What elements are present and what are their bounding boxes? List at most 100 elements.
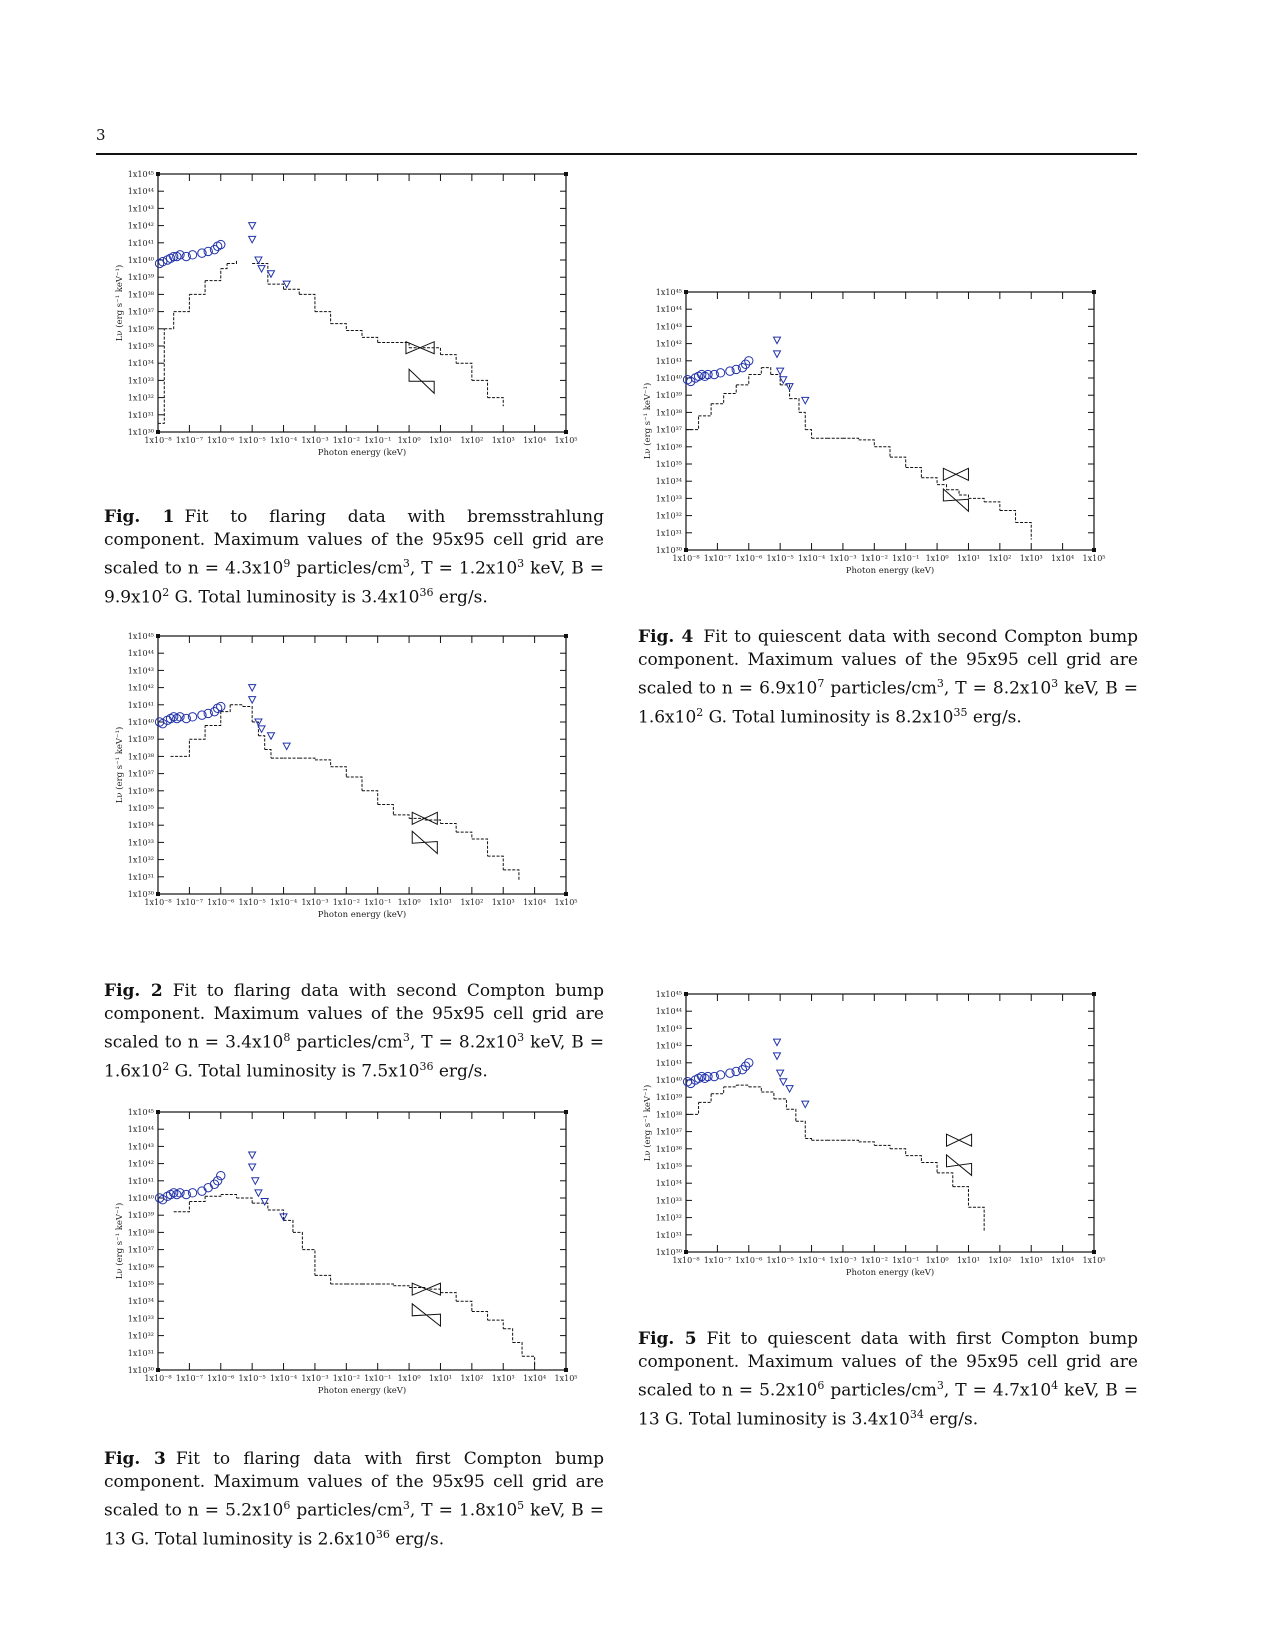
y-tick-label: 1x10³⁷ bbox=[128, 308, 154, 317]
data-point-circle bbox=[158, 1195, 168, 1205]
model-segment bbox=[205, 1194, 222, 1197]
x-tick-label: 1x10⁻² bbox=[333, 1374, 360, 1383]
data-point-triangle bbox=[772, 1038, 782, 1047]
x-axis-label: Photon energy (keV) bbox=[318, 1385, 407, 1396]
model-segment bbox=[937, 1172, 954, 1187]
y-tick-label: 1x10³⁰ bbox=[656, 546, 682, 555]
x-tick-label: 1x10⁻⁴ bbox=[270, 898, 297, 907]
y-tick-label: 1x10³² bbox=[656, 512, 682, 521]
data-point-circle bbox=[197, 248, 207, 258]
page-number: 3 bbox=[96, 126, 106, 144]
model-segment bbox=[220, 704, 231, 713]
model-segment bbox=[761, 1091, 775, 1099]
data-point-triangle bbox=[260, 1197, 270, 1206]
figure-1-plot: 1x10⁻⁸ 1x10⁻⁷ 1x10⁻⁶ 1x10⁻⁵ 1x10⁻⁴ 1x10⁻³ 1x10… bbox=[114, 170, 578, 458]
y-tick-label: 1x10³² bbox=[656, 1214, 682, 1223]
y-tick-label: 1x10⁴⁰ bbox=[128, 256, 154, 265]
data-point-circle bbox=[709, 369, 719, 380]
x-tick-label: 1x10² bbox=[460, 898, 483, 907]
model-segment bbox=[252, 1202, 269, 1211]
figure-4-caption: Fig. 4 Fit to quiescent data with second … bbox=[638, 627, 1138, 728]
model-segment bbox=[456, 1300, 473, 1312]
x-tick-label: 1x10⁴ bbox=[523, 898, 546, 907]
model-segment bbox=[170, 739, 190, 757]
model-segment bbox=[299, 293, 316, 312]
x-tick-label: 1x10⁻¹ bbox=[364, 898, 391, 907]
data-point-triangle bbox=[778, 376, 788, 385]
data-point-triangle bbox=[250, 1177, 260, 1186]
model-segment bbox=[761, 367, 772, 375]
data-point-circle bbox=[197, 1186, 207, 1196]
y-tick-label: 1x10⁴⁵ bbox=[128, 632, 154, 641]
model-segment bbox=[946, 489, 960, 495]
model-segment bbox=[999, 509, 1017, 523]
data-point-circle bbox=[187, 712, 198, 722]
data-point-circle bbox=[731, 1066, 741, 1077]
model-segment bbox=[440, 1292, 457, 1302]
figure-4-plot: 1x10⁻⁸ 1x10⁻⁷ 1x10⁻⁶ 1x10⁻⁵ 1x10⁻⁴ 1x10⁻³ 1x10… bbox=[642, 288, 1106, 576]
x-tick-label: 1x10⁻⁸ bbox=[144, 898, 171, 907]
y-tick-label: 1x10³⁰ bbox=[128, 890, 154, 899]
plot-frame bbox=[685, 993, 1095, 1253]
figure-label: Fig. 1 bbox=[104, 507, 175, 527]
y-tick-label: 1x10³⁹ bbox=[128, 735, 155, 744]
x-tick-label: 1x10³ bbox=[1020, 1256, 1043, 1265]
y-tick-label: 1x10⁴² bbox=[128, 222, 154, 231]
y-tick-label: 1x10³³ bbox=[656, 494, 682, 503]
data-point-triangle bbox=[247, 696, 257, 705]
y-tick-label: 1x10³¹ bbox=[656, 529, 682, 538]
model-curve bbox=[173, 1194, 536, 1365]
y-tick-label: 1x10³⁴ bbox=[656, 477, 682, 486]
x-tick-label: 1x10³ bbox=[1020, 554, 1043, 563]
y-axis-label: Lν (erg s⁻¹ keV⁻¹) bbox=[114, 265, 125, 342]
x-tick-label: 1x10⁻² bbox=[861, 554, 888, 563]
x-tick-label: 1x10⁻⁴ bbox=[798, 554, 825, 563]
header-rule bbox=[96, 153, 1137, 155]
y-tick-label: 1x10⁴³ bbox=[128, 1142, 154, 1151]
x-tick-label: 1x10⁻⁷ bbox=[704, 1256, 731, 1265]
data-point-circle bbox=[209, 1179, 220, 1189]
data-point-circle bbox=[216, 1170, 226, 1181]
x-tick-label: 1x10⁵ bbox=[555, 898, 578, 907]
model-segment bbox=[292, 1231, 303, 1250]
model-segment bbox=[267, 283, 285, 290]
y-tick-label: 1x10⁴¹ bbox=[656, 1059, 682, 1068]
y-tick-label: 1x10⁴² bbox=[128, 1160, 154, 1169]
model-segment bbox=[377, 804, 394, 815]
model-segment bbox=[220, 263, 228, 270]
model-segment bbox=[723, 384, 737, 394]
data-point-triangle bbox=[772, 350, 782, 359]
model-segment bbox=[220, 1194, 237, 1198]
data-point-circle bbox=[686, 1078, 696, 1089]
model-segment bbox=[921, 477, 938, 485]
data-point-circle bbox=[181, 1189, 191, 1200]
model-segment bbox=[173, 294, 190, 313]
data-point-circle bbox=[737, 1064, 748, 1075]
data-point-triangle bbox=[257, 265, 266, 274]
model-segment bbox=[711, 1086, 725, 1095]
model-segment bbox=[440, 354, 457, 364]
y-tick-label: 1x10³³ bbox=[128, 838, 154, 847]
model-segment bbox=[362, 790, 379, 805]
y-tick-label: 1x10³¹ bbox=[656, 1231, 682, 1240]
y-tick-label: 1x10³³ bbox=[128, 1314, 154, 1323]
model-segment bbox=[952, 1186, 969, 1208]
model-segment bbox=[984, 501, 1001, 511]
y-tick-label: 1x10³⁷ bbox=[656, 426, 682, 435]
x-tick-label: 1x10⁻² bbox=[861, 1256, 888, 1265]
y-tick-label: 1x10⁴¹ bbox=[656, 357, 682, 366]
bowtie-marker bbox=[411, 1302, 441, 1328]
model-segment bbox=[189, 1196, 206, 1202]
model-segment bbox=[314, 311, 332, 324]
y-tick-label: 1x10⁴² bbox=[128, 684, 154, 693]
data-point-triangle bbox=[772, 336, 782, 345]
plot-frame bbox=[157, 173, 567, 433]
model-curve bbox=[686, 1084, 985, 1232]
data-point-triangle bbox=[775, 1069, 785, 1078]
model-segment bbox=[189, 725, 206, 740]
x-tick-label: 1x10⁻⁶ bbox=[207, 436, 234, 445]
x-tick-label: 1x10⁰ bbox=[398, 898, 421, 907]
y-tick-label: 1x10⁴⁵ bbox=[656, 288, 682, 297]
figure-3-plot: 1x10⁻⁸ 1x10⁻⁷ 1x10⁻⁶ 1x10⁻⁵ 1x10⁻⁴ 1x10⁻³ 1x10… bbox=[114, 1108, 578, 1396]
x-tick-label: 1x10⁻⁶ bbox=[207, 1374, 234, 1383]
